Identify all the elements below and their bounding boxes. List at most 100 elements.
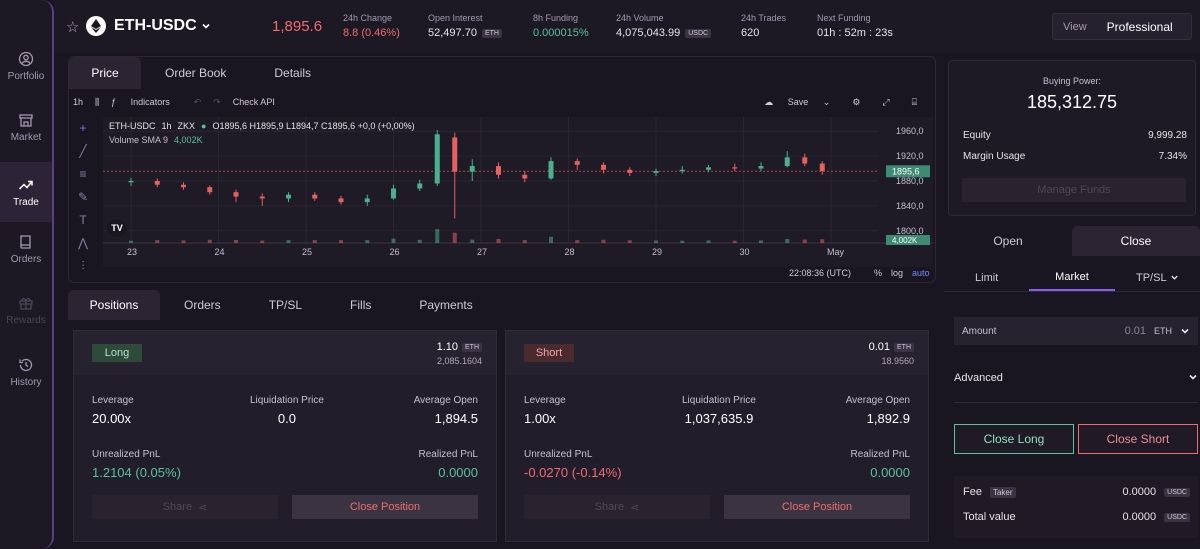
tab-price[interactable]: Price	[69, 57, 141, 89]
tab-order-book[interactable]: Order Book	[165, 66, 227, 80]
realized-pnl-cell: Realized PnL 0.0000	[851, 449, 910, 480]
close-position-button[interactable]: Close Position	[292, 495, 478, 519]
nav-rewards[interactable]: Rewards	[0, 282, 52, 338]
total-value-row: Total value 0.0000 USDC	[963, 511, 1190, 523]
price-chart[interactable]: 1960,0 1920,0 1880,0 1840,0 1800,0 1895,6 4,00…	[103, 117, 933, 267]
camera-icon[interactable]: ⌸	[911, 96, 917, 107]
check-api-button[interactable]: Check API	[232, 97, 275, 107]
tab-limit[interactable]: Limit	[975, 271, 999, 284]
measure-icon[interactable]: ⫶	[81, 259, 85, 273]
position-size: 1.10 ETH 2,085.1604	[437, 341, 482, 366]
text-icon[interactable]: T	[79, 213, 87, 227]
side-badge: Short	[524, 344, 574, 362]
nav-label: Orders	[10, 253, 42, 265]
pattern-icon[interactable]: ⋀	[78, 236, 88, 250]
interval-button[interactable]: 1h	[73, 97, 84, 107]
trendline-icon[interactable]: ╱	[79, 144, 87, 158]
share-button[interactable]: Share ⋖	[92, 495, 278, 519]
auto-toggle[interactable]: auto	[912, 268, 930, 278]
crosshair-icon[interactable]: +	[79, 121, 87, 135]
nav-market[interactable]: Market	[0, 99, 52, 155]
horizontal-lines-icon[interactable]: ≡	[79, 167, 87, 181]
log-toggle[interactable]: log	[891, 268, 904, 278]
advanced-label: Advanced	[954, 372, 1003, 384]
eth-logo-icon	[86, 16, 106, 36]
tab-market[interactable]: Market	[1029, 264, 1115, 291]
close-short-button[interactable]: Close Short	[1078, 424, 1198, 454]
redo-icon[interactable]: ↷	[213, 96, 221, 107]
tab-payments[interactable]: Payments	[419, 298, 473, 312]
market-header: ☆ ETH-USDC 1,895.6 24h Change 8.8 (0.46%…	[54, 0, 1200, 54]
stat-24h-volume: 24h Volume 4,075,043.99 USDC	[616, 13, 712, 39]
view-selector[interactable]: View Professional	[1052, 13, 1192, 40]
chart-legend: ETH-USDC 1h ZKX ● O1895,6 H1895,9 L1894,…	[109, 121, 415, 131]
unit-badge: USDC	[1164, 487, 1190, 497]
cell-label: Unrealized PnL	[524, 449, 593, 460]
cell-value: -0.0270 (-0.14%)	[524, 465, 622, 480]
candle-body	[417, 183, 423, 189]
percent-toggle[interactable]: %	[874, 268, 883, 278]
share-label: Share	[594, 501, 625, 513]
volume-bar	[732, 240, 737, 243]
candle-body	[181, 184, 186, 188]
save-button[interactable]: ☁ Save ⌄	[764, 96, 831, 107]
star-icon[interactable]: ☆	[66, 19, 80, 36]
share-icon: ⋖	[630, 501, 640, 514]
tab-tpsl-dropdown[interactable]: TP/SL	[1115, 264, 1200, 291]
size-value: 1.10	[436, 341, 458, 353]
cell-value: 1,894.5	[434, 411, 478, 426]
view-value: Professional	[1106, 19, 1173, 34]
stat-label: 24h Volume	[616, 13, 664, 23]
tab-open[interactable]: Open	[993, 234, 1023, 248]
volume-bar	[391, 238, 396, 243]
amount-label: Amount	[962, 325, 997, 337]
close-position-button[interactable]: Close Position	[724, 495, 910, 519]
stat-label: Next Funding	[817, 13, 871, 23]
nav-label: Market	[10, 131, 42, 143]
manage-funds-button[interactable]: Manage Funds	[962, 178, 1186, 202]
position-card-long: Long 1.10 ETH 2,085.1604 Leverage 20.00x …	[73, 330, 497, 542]
brush-icon[interactable]: ✎	[77, 190, 89, 204]
fullscreen-icon[interactable]: ⤢	[882, 96, 890, 107]
nav-history[interactable]: History	[0, 344, 52, 400]
trend-up-icon	[18, 180, 33, 190]
tab-close[interactable]: Close	[1072, 226, 1200, 256]
share-label: Share	[162, 501, 193, 513]
candle-body	[452, 137, 458, 172]
stat-value: 620	[741, 27, 760, 39]
advanced-toggle[interactable]: Advanced	[954, 372, 1198, 384]
nav-label: Portfolio	[7, 70, 45, 82]
candle-body	[601, 164, 606, 170]
margin-usage-label: Margin Usage	[963, 151, 1026, 162]
tab-fills[interactable]: Fills	[350, 298, 372, 312]
tab-details[interactable]: Details	[274, 66, 312, 80]
tab-tpsl[interactable]: TP/SL	[268, 298, 303, 312]
account-summary: Buying Power: 185,312.75 Equity 9,999.28…	[948, 60, 1196, 216]
amount-input[interactable]: Amount 0.01 ETH	[954, 317, 1198, 345]
unrealized-pnl-cell: Unrealized PnL 1.2104 (0.05%)	[92, 449, 181, 480]
gear-icon[interactable]: ⚙	[852, 96, 861, 107]
share-icon: ⋖	[198, 501, 208, 514]
market-selector[interactable]: ETH-USDC	[114, 17, 211, 35]
stat-label: Open Interest	[428, 13, 483, 23]
stat-value: 01h : 52m : 23s	[817, 27, 893, 39]
chevron-down-icon[interactable]	[1180, 326, 1190, 336]
x-tick-label: 30	[740, 247, 750, 257]
close-long-button[interactable]: Close Long	[954, 424, 1074, 454]
notional-value: 18.9560	[881, 356, 914, 366]
fee-type-badge: Taker	[989, 486, 1016, 498]
stat-open-interest: Open Interest 52,497.70 ETH	[428, 13, 502, 39]
tab-positions[interactable]: Positions	[68, 290, 160, 320]
share-button[interactable]: Share ⋖	[524, 495, 710, 519]
indicators-button[interactable]: ƒ Indicators	[111, 97, 182, 107]
nav-orders[interactable]: Orders	[0, 221, 52, 277]
legend-symbol: ETH-USDC	[109, 121, 156, 131]
tab-orders[interactable]: Orders	[184, 298, 221, 312]
nav-trade[interactable]: Trade	[0, 162, 52, 222]
chart-footer: 22:08:36 (UTC) % log auto	[69, 263, 935, 283]
candles-icon[interactable]: ⫼	[95, 96, 100, 107]
leverage-cell: Leverage 20.00x	[92, 395, 134, 426]
y-tick-label: 1800,0	[896, 226, 924, 236]
undo-icon[interactable]: ↶	[193, 96, 202, 107]
nav-portfolio[interactable]: Portfolio	[0, 38, 52, 94]
